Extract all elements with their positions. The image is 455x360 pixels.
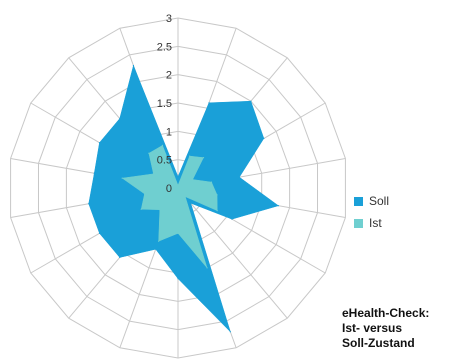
data-point-ist-1 (189, 155, 191, 157)
legend-label-soll: Soll (369, 194, 390, 208)
radar-series (88, 64, 280, 333)
data-point-ist-7 (184, 196, 186, 198)
tick-label-4: 2 (166, 70, 172, 82)
data-point-ist-0 (177, 184, 179, 186)
tick-label-3: 1.5 (157, 98, 172, 110)
data-point-ist-10 (158, 240, 160, 242)
grid-spoke-7 (177, 187, 288, 319)
data-point-ist-3 (192, 178, 194, 181)
data-point-soll-10 (155, 248, 157, 250)
data-point-soll-17 (132, 64, 135, 67)
data-point-soll-5 (277, 205, 280, 207)
data-point-soll-3 (263, 137, 265, 140)
data-point-soll-9 (177, 278, 179, 280)
caption-line-2: Ist- versus (342, 321, 403, 335)
caption-line-1: eHealth-Check: (342, 306, 430, 320)
chart-caption: eHealth-Check: Ist- versus Soll-Zustand (342, 306, 429, 351)
legend-swatch-soll (354, 196, 363, 206)
data-point-soll-14 (93, 172, 95, 174)
caption-line-3: Soll-Zustand (342, 336, 415, 350)
legend: Soll Ist (354, 192, 389, 236)
legend-item-soll: Soll (354, 192, 389, 210)
data-point-ist-4 (210, 181, 213, 183)
data-point-soll-2 (250, 100, 252, 102)
radial-axis-ticks: 0 0.5 1 1.5 2 2.5 3 (157, 13, 172, 195)
legend-label-ist: Ist (369, 216, 382, 230)
legend-item-ist: Ist (354, 214, 389, 232)
data-point-ist-8 (206, 267, 208, 269)
data-point-ist-12 (140, 208, 142, 210)
data-point-ist-6 (216, 210, 218, 212)
data-point-ist-15 (152, 173, 155, 175)
data-point-ist-14 (121, 177, 123, 179)
data-point-soll-6 (231, 218, 233, 220)
data-point-soll-12 (98, 232, 101, 234)
data-point-soll-1 (208, 102, 210, 104)
data-point-ist-5 (216, 194, 218, 196)
tick-label-2: 1 (166, 126, 172, 138)
data-point-soll-0 (177, 176, 179, 178)
tick-label-6: 3 (166, 13, 172, 25)
data-point-soll-4 (238, 176, 240, 178)
tick-label-1: 0.5 (157, 155, 172, 167)
data-point-soll-13 (88, 203, 90, 205)
data-point-soll-15 (98, 142, 101, 144)
data-point-soll-8 (229, 331, 231, 333)
data-point-ist-13 (143, 193, 146, 195)
data-point-soll-16 (119, 117, 121, 120)
legend-swatch-ist (354, 218, 363, 228)
data-point-soll-11 (119, 256, 121, 259)
data-point-ist-2 (202, 157, 205, 159)
data-point-ist-16 (148, 152, 150, 154)
data-point-ist-17 (161, 144, 164, 147)
data-point-ist-9 (177, 232, 179, 234)
tick-label-0: 0 (166, 183, 172, 195)
data-point-ist-11 (159, 209, 161, 211)
tick-label-5: 2.5 (157, 41, 172, 53)
data-point-soll-7 (190, 202, 192, 204)
